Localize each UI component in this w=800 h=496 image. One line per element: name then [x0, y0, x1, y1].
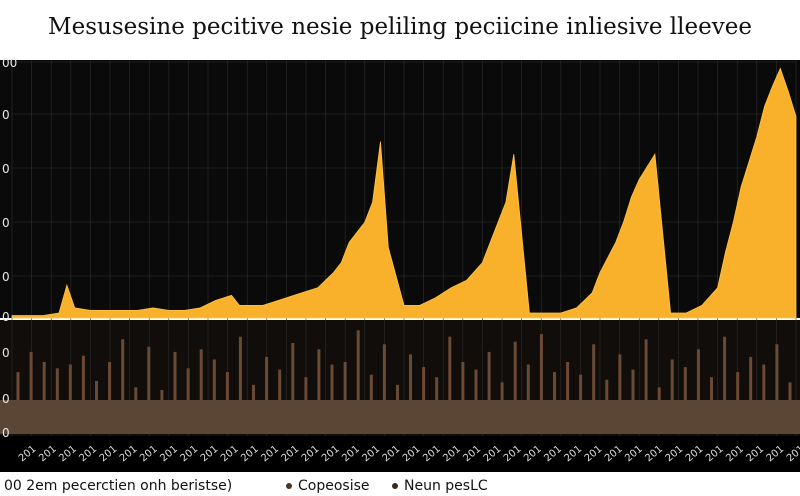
bar	[670, 359, 674, 400]
bar	[435, 377, 439, 400]
bar	[422, 367, 426, 400]
bar	[278, 369, 282, 400]
bar	[265, 356, 269, 400]
bar	[579, 374, 583, 400]
top-panel	[0, 60, 800, 318]
title-bar: Mesusesine pecitive nesie peliling pecii…	[0, 0, 800, 60]
legend-note: 00 2em pecerctien onh beristse)	[4, 478, 233, 494]
bar	[553, 372, 556, 400]
bar	[448, 336, 452, 400]
bar	[631, 369, 635, 400]
bar	[474, 369, 478, 400]
bar	[566, 362, 570, 400]
bar	[513, 341, 517, 400]
chart-title: Mesusesine pecitive nesie peliling pecii…	[48, 14, 752, 40]
bar	[238, 336, 242, 400]
bar	[252, 384, 255, 400]
baseline-band	[0, 400, 800, 434]
bar	[55, 368, 59, 400]
legend-label-0: Copeosise	[298, 478, 370, 494]
bar	[356, 330, 360, 400]
top-y-tick-label: 0	[2, 108, 10, 122]
bar	[147, 346, 151, 400]
bar	[186, 368, 190, 400]
bar	[369, 374, 373, 400]
top-y-tick-label: 0	[2, 216, 10, 230]
bar	[68, 364, 72, 400]
bar	[605, 379, 609, 400]
bar	[592, 344, 596, 400]
bar	[81, 355, 85, 400]
bar	[500, 382, 504, 400]
legend-dot-1	[392, 483, 398, 489]
top-y-tick-label: 0	[2, 270, 10, 284]
bar	[526, 364, 530, 400]
bar	[382, 344, 386, 400]
bar	[343, 362, 347, 400]
x-axis-strip	[0, 436, 800, 472]
bar	[696, 349, 700, 400]
bottom-y-tick-label: 0	[2, 346, 10, 360]
bar	[304, 377, 308, 400]
bar	[396, 384, 399, 400]
bar	[749, 356, 753, 400]
bar	[317, 349, 321, 400]
bar	[173, 351, 177, 400]
legend-dot-0	[286, 483, 292, 489]
bar	[762, 364, 766, 400]
bar	[539, 334, 543, 400]
bar	[657, 387, 661, 400]
bar	[29, 351, 33, 400]
bar	[199, 349, 203, 400]
bar	[330, 364, 334, 400]
bar	[225, 372, 229, 400]
bar	[160, 389, 164, 400]
bar	[736, 372, 740, 400]
bar	[618, 354, 622, 400]
bar	[775, 344, 779, 400]
bar	[108, 362, 112, 400]
legend: 00 2em pecerctien onh beristse) Copeosis…	[0, 472, 800, 496]
bottom-y-tick-label: 0	[2, 426, 10, 440]
legend-label-1: Neun pesLC	[404, 478, 488, 494]
bar	[95, 381, 98, 400]
bottom-y-tick-label: 0	[2, 392, 10, 406]
bar	[121, 339, 125, 400]
bar	[291, 343, 295, 400]
area-series	[11, 67, 797, 319]
top-y-tick-label: 00	[2, 56, 17, 70]
legend-item-0: Copeosise	[286, 478, 370, 494]
bar	[710, 377, 713, 400]
chart: 0000000000201201201201201201201201201201…	[0, 56, 800, 472]
bar	[42, 362, 46, 400]
bar	[409, 354, 412, 400]
top-y-tick-label: 0	[2, 310, 10, 324]
bar	[788, 382, 792, 400]
bar	[461, 362, 465, 400]
bar	[212, 359, 216, 400]
legend-item-1: Neun pesLC	[392, 478, 488, 494]
bar	[134, 387, 138, 400]
bar	[16, 372, 20, 400]
bar	[487, 351, 491, 400]
bar	[644, 339, 648, 400]
bar	[723, 336, 727, 400]
bar	[683, 367, 687, 400]
top-y-tick-label: 0	[2, 162, 10, 176]
